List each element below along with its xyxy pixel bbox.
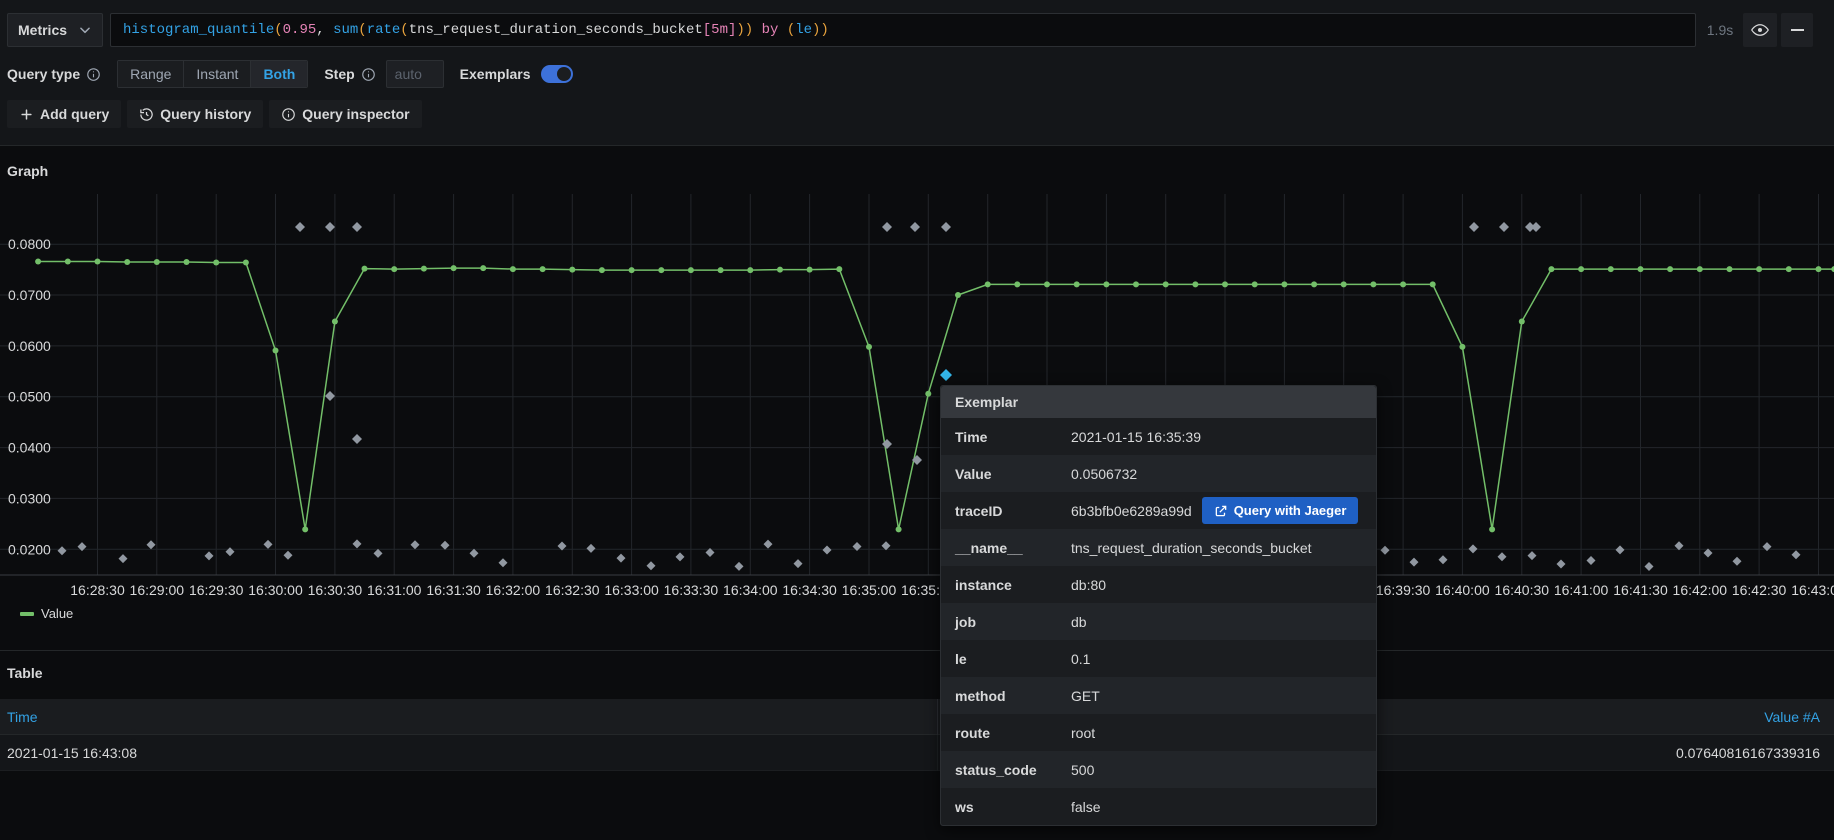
svg-text:16:33:00: 16:33:00 <box>604 582 659 598</box>
svg-text:16:30:00: 16:30:00 <box>248 582 303 598</box>
svg-text:0.0300: 0.0300 <box>8 490 51 506</box>
svg-text:0.0700: 0.0700 <box>8 287 51 303</box>
svg-text:16:42:30: 16:42:30 <box>1732 582 1787 598</box>
svg-text:16:34:30: 16:34:30 <box>782 582 837 598</box>
svg-text:0.0500: 0.0500 <box>8 389 51 405</box>
svg-text:16:40:30: 16:40:30 <box>1495 582 1550 598</box>
svg-text:16:28:30: 16:28:30 <box>70 582 125 598</box>
svg-text:16:31:30: 16:31:30 <box>426 582 481 598</box>
svg-text:16:34:00: 16:34:00 <box>723 582 778 598</box>
svg-text:16:33:30: 16:33:30 <box>664 582 719 598</box>
svg-text:16:29:00: 16:29:00 <box>130 582 185 598</box>
svg-text:0.0600: 0.0600 <box>8 338 51 354</box>
svg-text:16:41:30: 16:41:30 <box>1613 582 1668 598</box>
svg-text:0.0400: 0.0400 <box>8 440 51 456</box>
svg-text:16:42:00: 16:42:00 <box>1673 582 1728 598</box>
svg-text:16:39:30: 16:39:30 <box>1376 582 1431 598</box>
svg-text:16:43:00: 16:43:00 <box>1791 582 1834 598</box>
svg-text:16:31:00: 16:31:00 <box>367 582 422 598</box>
svg-text:0.0200: 0.0200 <box>8 541 51 557</box>
svg-text:16:41:00: 16:41:00 <box>1554 582 1609 598</box>
svg-text:16:32:30: 16:32:30 <box>545 582 600 598</box>
svg-text:16:30:30: 16:30:30 <box>308 582 363 598</box>
svg-text:16:35:00: 16:35:00 <box>842 582 897 598</box>
svg-text:16:29:30: 16:29:30 <box>189 582 244 598</box>
svg-text:16:32:00: 16:32:00 <box>486 582 541 598</box>
svg-text:16:40:00: 16:40:00 <box>1435 582 1490 598</box>
svg-text:0.0800: 0.0800 <box>8 236 51 252</box>
